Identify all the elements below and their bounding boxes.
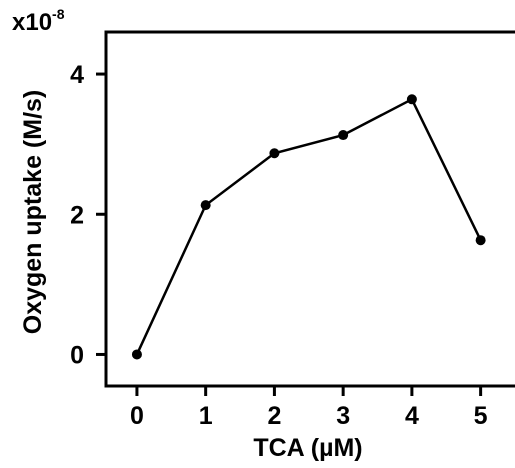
y-axis-title: Oxygen uptake (M/s) <box>19 90 47 335</box>
y-tick-label: 2 <box>70 201 84 229</box>
data-point <box>269 148 280 159</box>
data-point <box>338 130 349 141</box>
x-tick-label: 2 <box>267 402 281 430</box>
data-point <box>406 94 417 105</box>
x-tick-label: 1 <box>199 402 213 430</box>
ticks: 0 2 4 0 1 2 3 4 5 <box>70 61 488 430</box>
y-tick-label: 4 <box>70 61 84 89</box>
data-point <box>475 235 486 246</box>
x-tick-label: 5 <box>474 402 488 430</box>
y-tick-label: 0 <box>70 341 84 369</box>
x-tick-label: 3 <box>336 402 350 430</box>
data-point <box>131 349 142 360</box>
y-axis-multiplier: x10-8 <box>12 6 65 36</box>
series-line <box>135 97 482 355</box>
x-tick-label: 0 <box>130 402 144 430</box>
data-point <box>200 200 211 211</box>
x-axis-title: TCA (µM) <box>253 434 362 462</box>
x-tick-label: 4 <box>405 402 419 430</box>
labels: x10-8 TCA (µM) Oxygen uptake (M/s) <box>12 6 363 462</box>
series <box>131 94 486 360</box>
axes <box>104 30 515 388</box>
